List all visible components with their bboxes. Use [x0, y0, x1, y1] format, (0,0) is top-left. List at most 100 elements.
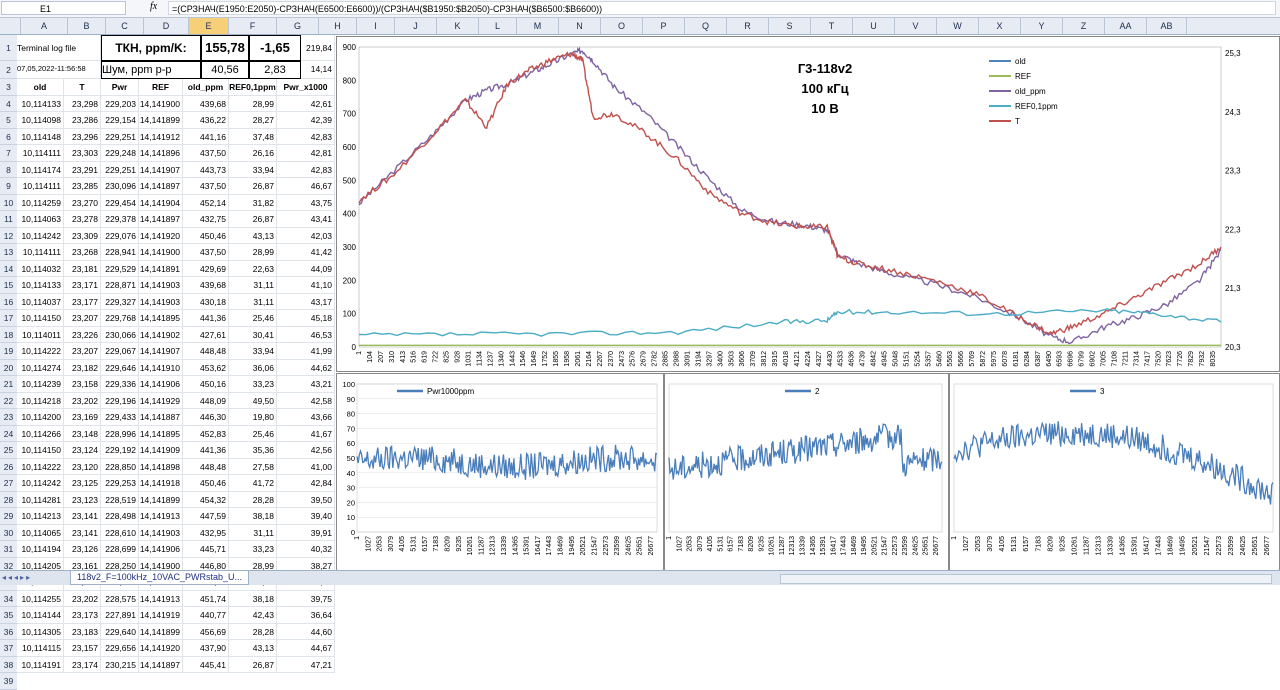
table-cell[interactable]: 14,141920 — [139, 227, 183, 244]
table-cell[interactable]: 23,298 — [64, 95, 101, 112]
table-cell[interactable]: 14,141899 — [139, 491, 183, 508]
main-chart[interactable]: 0 100 200 300 400 500 600 700 800 900 20,3 21,3 22,3… — [336, 36, 1280, 372]
table-cell[interactable]: 23,141 — [64, 524, 101, 541]
table-cell[interactable]: 23,207 — [64, 310, 101, 327]
table-cell[interactable]: 14,141913 — [139, 508, 183, 525]
table-cell[interactable]: 14,141910 — [139, 359, 183, 376]
table-cell[interactable]: 14,141899 — [139, 112, 183, 129]
table-cell[interactable]: 23,125 — [64, 475, 101, 492]
table-cell[interactable]: 14,141899 — [139, 623, 183, 640]
row-header[interactable]: 23 — [0, 409, 17, 426]
row-header[interactable]: 9 — [0, 178, 17, 195]
table-cell[interactable]: 228,871 — [101, 277, 139, 294]
column-title[interactable]: Pwr_x1000 — [277, 79, 335, 96]
table-cell[interactable]: 10,114032 — [17, 260, 64, 277]
column-header[interactable]: P — [643, 18, 685, 34]
sheet-tab[interactable]: 118v2_F=100kHz_10VAC_PWRstab_U... — [70, 571, 250, 585]
table-cell[interactable]: 14,141919 — [139, 607, 183, 624]
column-header[interactable]: V — [895, 18, 937, 34]
table-cell[interactable]: 229,768 — [101, 310, 139, 327]
table-cell[interactable]: 10,114266 — [17, 425, 64, 442]
table-cell[interactable]: 10,114063 — [17, 211, 64, 228]
table-cell[interactable]: 228,519 — [101, 491, 139, 508]
table-cell[interactable]: 41,99 — [277, 343, 335, 360]
table-cell[interactable]: 39,91 — [277, 524, 335, 541]
table-cell[interactable]: 23,285 — [64, 178, 101, 195]
row-header[interactable]: 2 — [0, 61, 17, 79]
table-cell[interactable]: 33,23 — [229, 376, 277, 393]
column-header[interactable]: O — [601, 18, 643, 34]
table-cell[interactable]: 42,81 — [277, 145, 335, 162]
table-cell[interactable]: 39,40 — [277, 508, 335, 525]
table-cell[interactable]: 49,50 — [229, 392, 277, 409]
table-cell[interactable]: 25,46 — [229, 425, 277, 442]
table-cell[interactable]: 229,454 — [101, 194, 139, 211]
row-header[interactable]: 31 — [0, 541, 17, 558]
table-cell[interactable]: 437,50 — [183, 145, 229, 162]
table-cell[interactable]: 46,67 — [277, 178, 335, 195]
table-cell[interactable]: 227,891 — [101, 607, 139, 624]
table-cell[interactable]: 45,18 — [277, 310, 335, 327]
table-cell[interactable]: 42,43 — [229, 607, 277, 624]
table-cell[interactable]: 23,270 — [64, 194, 101, 211]
row-header[interactable]: 25 — [0, 442, 17, 459]
table-cell[interactable]: 33,94 — [229, 161, 277, 178]
table-cell[interactable]: 43,21 — [277, 376, 335, 393]
table-cell[interactable]: 23,177 — [64, 293, 101, 310]
table-cell[interactable]: 228,699 — [101, 541, 139, 558]
table-cell[interactable]: 36,64 — [277, 607, 335, 624]
table-cell[interactable]: 25,46 — [229, 310, 277, 327]
table-cell[interactable]: 33,94 — [229, 343, 277, 360]
table-cell[interactable]: 41,10 — [277, 277, 335, 294]
table-cell[interactable]: 437,50 — [183, 244, 229, 261]
chart-3[interactable]: 1 1027 2053 3079 4105 5131 6157 7183 8209 9235 102… — [949, 373, 1280, 571]
table-cell[interactable]: 228,498 — [101, 508, 139, 525]
column-header[interactable] — [0, 18, 21, 34]
table-cell[interactable]: 229,529 — [101, 260, 139, 277]
table-cell[interactable]: 229,248 — [101, 145, 139, 162]
table-cell[interactable]: 10,114098 — [17, 112, 64, 129]
table-cell[interactable]: 10,114191 — [17, 656, 64, 673]
table-cell[interactable]: 23,173 — [64, 607, 101, 624]
table-cell[interactable]: 42,83 — [277, 161, 335, 178]
column-header[interactable]: U — [853, 18, 895, 34]
table-cell[interactable]: 228,941 — [101, 244, 139, 261]
row-header[interactable]: 14 — [0, 261, 17, 277]
table-cell[interactable]: 44,62 — [277, 359, 335, 376]
table-cell[interactable]: 10,114222 — [17, 343, 64, 360]
row-header[interactable]: 16 — [0, 294, 17, 310]
table-cell[interactable]: 439,68 — [183, 95, 229, 112]
table-cell[interactable]: 42,61 — [277, 95, 335, 112]
table-cell[interactable]: 39,50 — [277, 491, 335, 508]
table-cell[interactable]: 30,41 — [229, 326, 277, 343]
table-cell[interactable]: 23,157 — [64, 640, 101, 657]
horizontal-scrollbar[interactable] — [780, 574, 1272, 584]
table-cell[interactable]: 14,141918 — [139, 475, 183, 492]
table-cell[interactable]: 14,141897 — [139, 178, 183, 195]
table-cell[interactable]: 23,171 — [64, 277, 101, 294]
table-cell[interactable]: 441,16 — [183, 128, 229, 145]
row-header[interactable]: 1 — [0, 35, 17, 61]
cell-c1[interactable]: ТКН, ppm/K: — [101, 35, 201, 61]
row-header[interactable]: 38 — [0, 657, 17, 673]
table-cell[interactable]: 14,141900 — [139, 244, 183, 261]
table-cell[interactable]: 10,114111 — [17, 178, 64, 195]
table-cell[interactable]: 229,640 — [101, 623, 139, 640]
column-header[interactable]: R — [727, 18, 769, 34]
column-header[interactable]: T — [811, 18, 853, 34]
table-cell[interactable]: 445,41 — [183, 656, 229, 673]
table-cell[interactable]: 14,141903 — [139, 293, 183, 310]
row-header[interactable]: 5 — [0, 112, 17, 129]
table-cell[interactable]: 44,60 — [277, 623, 335, 640]
cell-g1[interactable]: 219,84 — [301, 35, 335, 61]
table-cell[interactable]: 38,27 — [277, 557, 335, 574]
table-cell[interactable]: 456,69 — [183, 623, 229, 640]
column-header[interactable]: Z — [1063, 18, 1105, 34]
column-header[interactable]: A — [21, 18, 68, 34]
column-title[interactable]: old — [17, 79, 64, 96]
table-cell[interactable]: 26,87 — [229, 211, 277, 228]
row-header[interactable]: 36 — [0, 624, 17, 640]
table-cell[interactable]: 10,114259 — [17, 194, 64, 211]
table-cell[interactable]: 229,196 — [101, 392, 139, 409]
table-cell[interactable]: 42,84 — [277, 475, 335, 492]
